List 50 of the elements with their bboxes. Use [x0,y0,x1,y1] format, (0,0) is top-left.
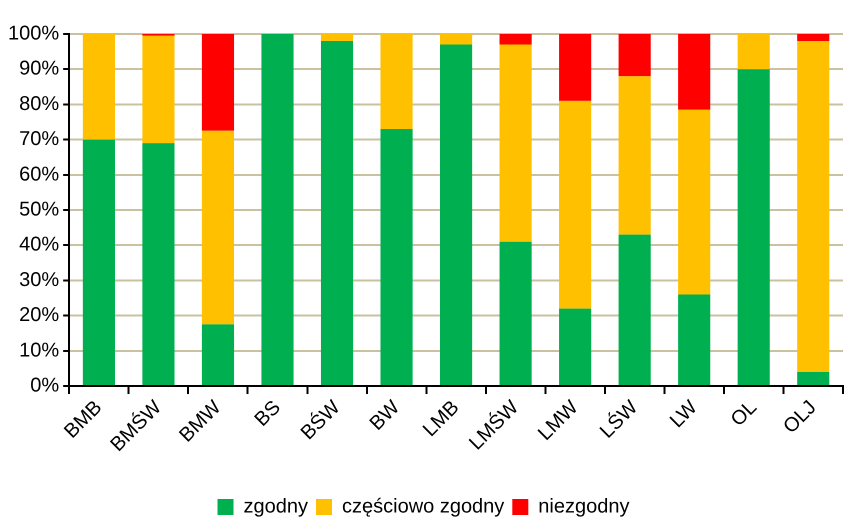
y-tick-label: 20% [19,304,60,326]
bar [82,140,115,386]
x-tick-label: LW [666,396,702,432]
bar [320,34,354,42]
y-tick-label: 30% [19,268,60,291]
bar [678,34,710,110]
x-tick-label: BS [250,396,285,431]
bar [500,242,532,386]
bar [678,294,710,386]
bar [678,110,710,295]
y-tick-label: 50% [19,198,60,221]
y-tick-label: 10% [19,339,60,362]
legend-label: częściowo zgodny [342,496,504,518]
bar [797,372,830,386]
x-tick-label: OLJ [779,396,821,438]
bar [618,76,651,235]
bar [202,34,234,131]
y-tick-label: 40% [19,234,60,256]
bar [440,44,472,386]
bar [500,34,532,45]
y-tick-label: 70% [19,128,60,150]
bar [380,34,413,130]
y-tick-label: 90% [19,58,60,80]
bar [142,143,175,386]
bar [261,34,294,386]
bar [559,308,592,386]
bar [202,324,234,386]
bar [500,44,532,242]
bar [82,34,115,140]
bar [738,69,770,386]
bar [320,41,354,386]
bar [142,36,175,144]
x-tick-label: BW [366,396,404,435]
legend-label: zgodny [244,496,308,518]
bar [797,41,830,372]
bar [618,234,651,386]
bar [440,34,472,45]
y-tick-label: 0% [30,374,60,397]
y-tick-label: 80% [19,92,60,115]
bar [738,34,770,70]
bar [618,34,651,76]
bar [559,100,592,309]
bar [202,130,234,324]
bar [797,34,830,42]
legend-label: niezgodny [538,496,630,518]
y-tick-label: 100% [8,22,60,45]
bar [559,34,592,101]
y-tick-label: 60% [19,163,60,186]
x-tick-label: OL [726,396,762,431]
bar [380,129,413,386]
